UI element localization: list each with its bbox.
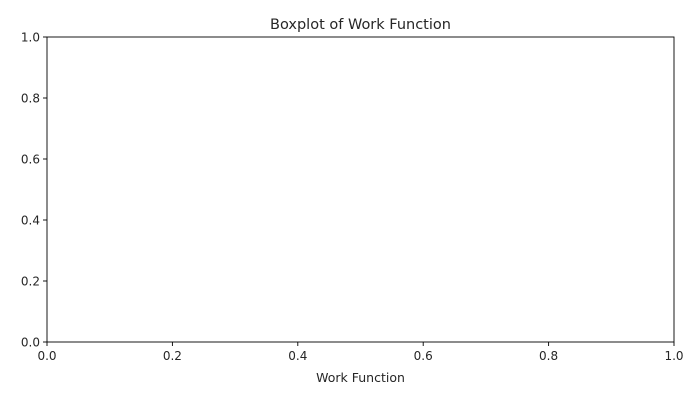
chart-title: Boxplot of Work Function: [270, 17, 451, 33]
y-tick-label: 0.2: [21, 274, 40, 288]
x-axis-label: Work Function: [316, 370, 405, 385]
x-tick-label: 0.8: [539, 349, 558, 363]
y-tick-label: 1.0: [21, 30, 40, 44]
y-axis: 0.0 0.2 0.4 0.6 0.8 1.0: [21, 30, 47, 349]
x-tick-label: 0.4: [288, 349, 307, 363]
plot-area: [47, 37, 674, 342]
x-axis: 0.0 0.2 0.4 0.6 0.8 1.0: [37, 342, 684, 363]
y-tick-label: 0.8: [21, 91, 40, 105]
y-tick-label: 0.0: [21, 335, 40, 349]
plot-frame: [46, 36, 675, 343]
y-tick-label: 0.6: [21, 152, 40, 166]
x-tick-label: 0.0: [37, 349, 56, 363]
x-tick-label: 0.2: [163, 349, 182, 363]
y-tick-label: 0.4: [21, 213, 40, 227]
x-tick-label: 0.6: [414, 349, 433, 363]
x-tick-label: 1.0: [664, 349, 683, 363]
